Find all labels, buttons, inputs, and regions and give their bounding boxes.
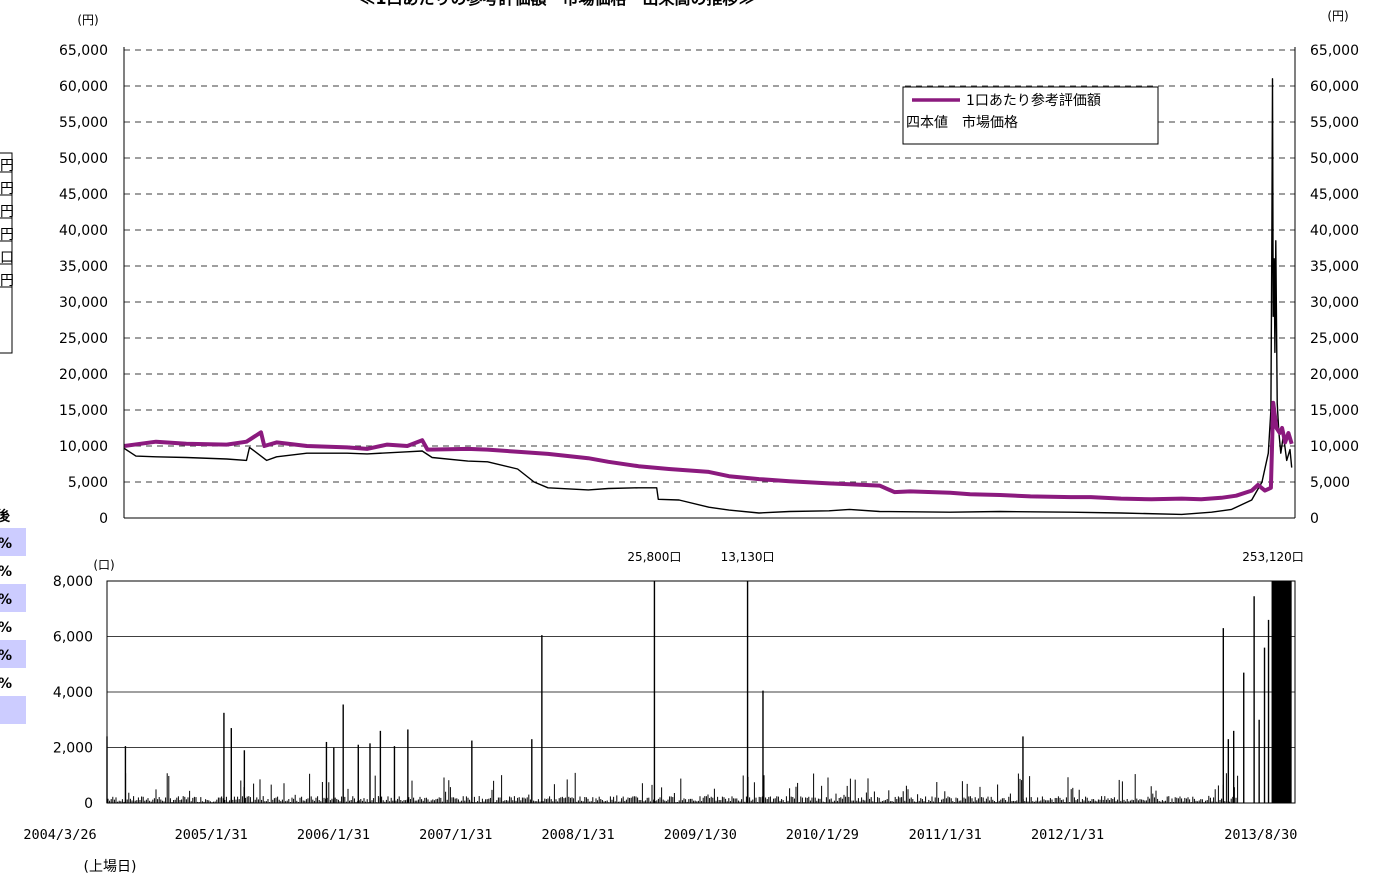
upper-y-tick-left: 40,000 — [59, 223, 108, 239]
left-table-b-cell: % — [0, 620, 12, 636]
x-tick-label: 2013/8/30 — [1224, 827, 1297, 843]
legend-box — [902, 86, 1159, 145]
x-tick-label: 2011/1/31 — [909, 827, 982, 843]
x-tick-label: 2004/3/26 — [23, 827, 96, 843]
left-table-b-shade — [0, 528, 26, 556]
upper-y-tick-right: 0 — [1310, 511, 1319, 527]
chart-title: ≪1口あたりの参考評価額・市場価格・出来高の推移≫ — [359, 0, 756, 8]
x-tick-label: 2007/1/31 — [419, 827, 492, 843]
upper-y-tick-left: 35,000 — [59, 259, 108, 275]
upper-y-tick-right: 55,000 — [1310, 115, 1359, 131]
left-table-b-cell: % — [0, 564, 12, 580]
upper-y-tick-right: 10,000 — [1310, 439, 1359, 455]
x-tick-label: 2012/1/31 — [1031, 827, 1104, 843]
x-tick-label: 2010/1/29 — [786, 827, 859, 843]
left-table-a-cell: 円 — [0, 158, 14, 174]
left-table-b-shade — [0, 584, 26, 612]
lower-y-tick: 4,000 — [53, 685, 93, 701]
lower-y-tick-labels: 8,000 6,000 4,000 2,000 0 — [53, 574, 93, 812]
upper-y-tick-left: 10,000 — [59, 439, 108, 455]
upper-y-tick-left: 25,000 — [59, 331, 108, 347]
left-table-b-cell: % — [0, 536, 12, 552]
upper-y-tick-right: 65,000 — [1310, 43, 1359, 59]
left-table-b: 後%%%%%% — [0, 508, 26, 724]
left-table-b-cell: % — [0, 592, 12, 608]
reference-value-line — [123, 400, 1294, 502]
lower-y-tick: 2,000 — [53, 741, 93, 757]
upper-y-tick-right: 30,000 — [1310, 295, 1359, 311]
lower-gridlines — [107, 636, 1295, 748]
volume-overflow-block — [1271, 581, 1292, 803]
left-table-b-shade — [0, 696, 26, 724]
left-table-a-cell: 口 — [0, 250, 14, 266]
lower-y-tick: 8,000 — [53, 574, 93, 590]
x-tick-label: 2006/1/31 — [297, 827, 370, 843]
market-price-line — [123, 78, 1293, 516]
lower-y-tick: 6,000 — [53, 630, 93, 646]
x-tick-labels: 2004/3/26 2005/1/31 2006/1/31 2007/1/31 2008… — [23, 827, 1297, 843]
upper-y-tick-right: 50,000 — [1310, 151, 1359, 167]
lower-y-tick: 0 — [84, 796, 93, 812]
left-table-a-cell: 円 — [0, 273, 14, 289]
left-table-a-cell: 円 — [0, 204, 14, 220]
overflow-label: 25,800口 — [627, 550, 681, 564]
upper-y-tick-left: 30,000 — [59, 295, 108, 311]
upper-y-tick-left: 45,000 — [59, 187, 108, 203]
left-table-a-cell: 円 — [0, 181, 14, 197]
upper-y-tick-right: 20,000 — [1310, 367, 1359, 383]
left-table-a-frame — [0, 152, 13, 354]
x-tick-label: 2005/1/31 — [175, 827, 248, 843]
x-tick-label: 2009/1/30 — [664, 827, 737, 843]
upper-y-tick-right: 5,000 — [1310, 475, 1350, 491]
listing-date-note: (上場日) — [84, 859, 137, 875]
overflow-label: 253,120口 — [1242, 550, 1304, 564]
upper-y-tick-left: 50,000 — [59, 151, 108, 167]
legend-label-reference: 1口あたり参考評価額 — [966, 92, 1101, 109]
upper-y-tick-right: 15,000 — [1310, 403, 1359, 419]
price-series — [123, 78, 1294, 516]
left-table-a-cell: 円 — [0, 227, 14, 243]
legend-label-market: 四本値 市場価格 — [906, 114, 1018, 131]
volume-bars — [106, 581, 1292, 803]
left-table-b-cell: % — [0, 676, 12, 692]
upper-y-tick-right: 25,000 — [1310, 331, 1359, 347]
upper-y-tick-labels: 65,000 65,000 60,000 60,000 55,000 55,000 50,0… — [59, 43, 1359, 527]
upper-y-tick-left: 60,000 — [59, 79, 108, 95]
upper-y-tick-right: 60,000 — [1310, 79, 1359, 95]
upper-y-tick-left: 55,000 — [59, 115, 108, 131]
upper-y-tick-left: 15,000 — [59, 403, 108, 419]
upper-y-tick-right: 45,000 — [1310, 187, 1359, 203]
upper-gridlines — [124, 49, 1295, 483]
left-table-b-header: 後 — [0, 508, 11, 525]
left-unit-label: (円) — [77, 13, 98, 27]
upper-y-tick-left: 20,000 — [59, 367, 108, 383]
volume-unit-label: (口) — [93, 558, 114, 572]
upper-y-tick-right: 40,000 — [1310, 223, 1359, 239]
overflow-label: 13,130口 — [721, 550, 775, 564]
upper-y-tick-left: 5,000 — [68, 475, 108, 491]
upper-y-tick-right: 35,000 — [1310, 259, 1359, 275]
right-unit-label: (円) — [1327, 9, 1348, 23]
x-tick-label: 2008/1/31 — [541, 827, 614, 843]
left-table-b-cell: % — [0, 648, 12, 664]
upper-y-tick-left: 65,000 — [59, 43, 108, 59]
upper-y-tick-left: 0 — [99, 511, 108, 527]
left-table-b-shade — [0, 640, 26, 668]
legend: 1口あたり参考評価額 四本値 市場価格 — [902, 86, 1159, 145]
overflow-labels: 25,800口 13,130口 253,120口 — [627, 550, 1303, 564]
